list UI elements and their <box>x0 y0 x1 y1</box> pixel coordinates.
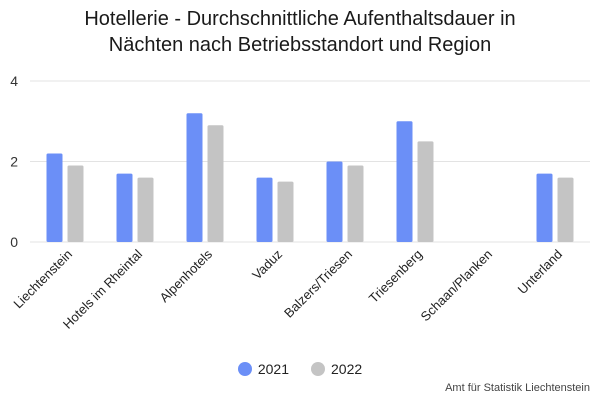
bar-2021-1[interactable] <box>116 173 133 242</box>
bar-2021-5[interactable] <box>396 121 413 242</box>
bar-2022-2[interactable] <box>207 125 224 242</box>
legend-swatch-2022 <box>311 362 325 376</box>
bar-2022-5[interactable] <box>417 141 434 242</box>
bar-2022-3[interactable] <box>277 181 294 242</box>
chart-title: Hotellerie - Durchschnittliche Aufenthal… <box>0 6 600 58</box>
bar-2022-7[interactable] <box>557 177 574 242</box>
bar-2022-1[interactable] <box>137 177 154 242</box>
y-tick-label: 0 <box>10 234 18 250</box>
bars <box>46 113 574 243</box>
source-credit: Amt für Statistik Liechtenstein <box>445 382 590 394</box>
bar-2021-0[interactable] <box>46 153 63 242</box>
legend-label-2022: 2022 <box>331 361 363 377</box>
y-tick-label: 2 <box>10 154 18 170</box>
x-category-label: Unterland <box>515 247 565 297</box>
x-category-label: Vaduz <box>249 247 285 283</box>
legend: 2021 2022 <box>0 361 600 377</box>
x-category-label: Liechtenstein <box>10 247 75 312</box>
bar-2021-4[interactable] <box>326 161 343 243</box>
x-category-label: Schaan/Planken <box>418 247 496 325</box>
chart-title-line-2: Nächten nach Betriebsstandort und Region <box>108 34 492 56</box>
y-tick-label: 4 <box>10 73 18 89</box>
legend-item-2022[interactable]: 2022 <box>311 361 362 377</box>
bar-2022-0[interactable] <box>67 165 84 242</box>
x-category-label: Alpenhotels <box>156 246 215 305</box>
bar-2021-7[interactable] <box>536 173 553 242</box>
legend-label-2021: 2021 <box>257 361 289 377</box>
y-axis-ticks: 0 2 4 <box>10 73 18 250</box>
bar-2021-3[interactable] <box>256 177 273 242</box>
gridlines <box>30 80 590 243</box>
x-category-label: Balzers/Triesen <box>281 247 355 321</box>
x-category-label: Triesenberg <box>366 247 425 306</box>
legend-swatch-2021 <box>237 362 252 376</box>
legend-item-2021[interactable]: 2021 <box>237 361 289 377</box>
bar-2022-4[interactable] <box>347 165 364 242</box>
chart-title-line-1: Hotellerie - Durchschnittliche Aufenthal… <box>84 8 516 30</box>
bar-2021-2[interactable] <box>186 113 203 242</box>
